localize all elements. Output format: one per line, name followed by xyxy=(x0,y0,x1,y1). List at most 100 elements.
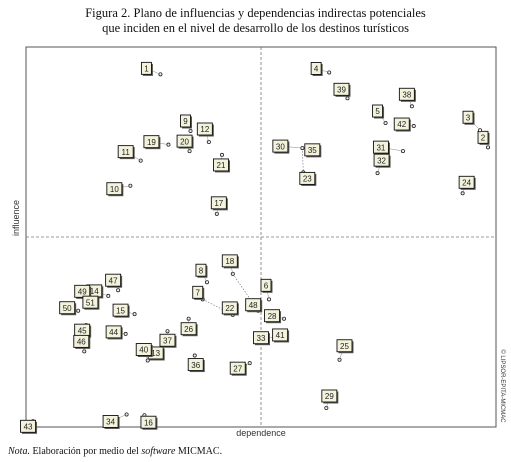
point-label: 39 xyxy=(337,86,346,95)
point-21: 21 xyxy=(213,152,230,173)
point-label-box xyxy=(272,328,289,342)
point-40: 40 xyxy=(135,343,153,363)
point-22: 22 xyxy=(221,301,239,317)
point-label-box xyxy=(213,158,229,172)
micmac-credit: © LIPSOR-EPITA-MICMAC xyxy=(499,349,506,423)
point-5: 5 xyxy=(372,104,388,126)
point-42: 42 xyxy=(393,117,416,132)
point-label: 4 xyxy=(314,65,319,74)
point-label: 10 xyxy=(110,185,119,194)
point-51: 51 xyxy=(82,295,100,310)
figure-title: Figura 2. Plano de influencias y depende… xyxy=(0,6,511,36)
point-label: 5 xyxy=(375,107,380,116)
point-label: 45 xyxy=(78,326,87,335)
point-label: 16 xyxy=(144,418,153,427)
point-label: 12 xyxy=(200,125,209,134)
point-label-box xyxy=(82,295,99,309)
point-label-box xyxy=(192,285,204,299)
point-label: 21 xyxy=(217,161,226,170)
point-1: 1 xyxy=(140,61,163,77)
point-48: 48 xyxy=(245,298,263,313)
point-16: 16 xyxy=(140,413,158,430)
point-44: 44 xyxy=(105,325,128,340)
point-label: 30 xyxy=(276,142,285,151)
point-label: 8 xyxy=(199,266,204,275)
point-label: 43 xyxy=(24,423,33,432)
point-label: 13 xyxy=(151,349,160,358)
point-4: 4 xyxy=(310,62,332,76)
point-label-box xyxy=(304,143,321,157)
figure-title-line-2: que inciden en el nivel de desarrollo de… xyxy=(102,21,409,35)
point-label: 24 xyxy=(462,179,471,188)
point-label-box xyxy=(477,130,489,144)
point-label-box xyxy=(117,145,134,159)
point-label: 25 xyxy=(340,342,349,351)
point-37: 37 xyxy=(159,329,177,348)
point-43: 43 xyxy=(20,419,38,434)
point-label-box xyxy=(143,135,160,149)
point-label-box xyxy=(398,87,415,101)
point-29: 29 xyxy=(321,389,339,410)
point-label: 47 xyxy=(109,276,118,285)
point-41: 41 xyxy=(272,328,290,343)
point-25: 25 xyxy=(336,339,354,362)
point-46: 46 xyxy=(73,334,91,354)
point-label: 26 xyxy=(184,325,193,334)
point-label: 31 xyxy=(376,143,385,152)
point-label-box xyxy=(176,134,193,148)
point-label-box xyxy=(187,358,204,372)
point-11: 11 xyxy=(117,145,143,163)
point-9: 9 xyxy=(180,114,193,133)
point-label-box xyxy=(299,171,316,185)
point-label-box xyxy=(321,389,338,403)
point-label-box xyxy=(140,415,157,429)
point-31: 31 xyxy=(372,140,405,155)
point-label-box xyxy=(195,263,207,277)
point-label: 22 xyxy=(225,304,234,313)
point-label: 9 xyxy=(183,117,188,126)
y-axis-label: influence xyxy=(11,200,21,236)
point-label: 15 xyxy=(116,306,125,315)
point-label: 14 xyxy=(90,287,99,296)
point-label-box xyxy=(221,254,238,268)
note-text-before: Elaboración por medio del xyxy=(32,446,139,457)
point-label-box xyxy=(159,333,176,347)
point-label-box xyxy=(20,419,36,433)
point-label-box xyxy=(253,331,269,345)
point-label-box xyxy=(105,273,122,287)
point-label: 17 xyxy=(214,199,223,208)
point-label-box xyxy=(221,301,238,315)
point-label: 3 xyxy=(466,113,471,122)
point-47: 47 xyxy=(105,273,123,293)
point-label-box xyxy=(229,361,246,375)
point-label: 41 xyxy=(276,331,285,340)
point-32: 32 xyxy=(373,153,391,176)
point-50: 50 xyxy=(59,301,81,316)
point-12: 12 xyxy=(196,122,214,144)
point-label: 42 xyxy=(397,120,406,129)
point-label-box xyxy=(73,334,90,348)
point-27: 27 xyxy=(229,361,252,376)
point-36: 36 xyxy=(187,353,205,373)
point-label: 18 xyxy=(225,257,234,266)
point-label-box xyxy=(373,153,390,167)
point-label: 6 xyxy=(264,282,269,291)
point-label: 20 xyxy=(180,137,189,146)
point-label: 1 xyxy=(144,65,149,74)
point-label: 35 xyxy=(308,146,317,155)
point-18: 18 xyxy=(221,254,239,276)
point-label: 11 xyxy=(122,148,131,157)
point-15: 15 xyxy=(112,303,137,318)
point-label: 37 xyxy=(163,336,172,345)
point-label: 23 xyxy=(303,175,312,184)
point-33: 33 xyxy=(253,331,279,346)
point-label: 28 xyxy=(268,312,277,321)
point-19: 19 xyxy=(143,135,171,150)
point-label-box xyxy=(264,309,280,323)
point-label-box xyxy=(112,303,129,317)
point-label-box xyxy=(180,114,191,128)
point-label-box xyxy=(135,343,152,356)
point-label: 32 xyxy=(377,156,386,165)
point-label-box xyxy=(59,301,76,315)
